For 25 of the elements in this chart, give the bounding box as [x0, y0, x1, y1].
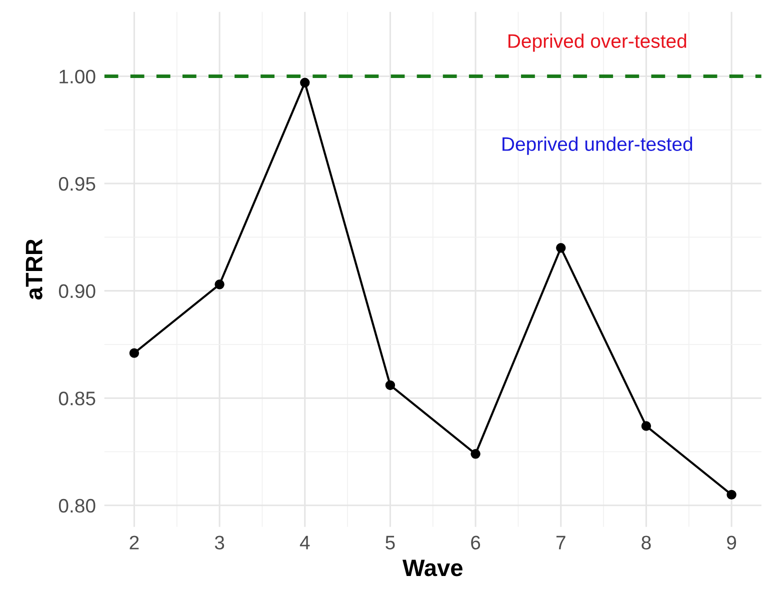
point: [129, 348, 140, 358]
point: [470, 449, 480, 459]
y-axis-title: aTRR: [26, 239, 42, 300]
point: [300, 78, 310, 88]
y-tick-label: 1.00: [60, 70, 96, 84]
x-tick-label: 6: [471, 536, 480, 550]
x-axis-title: Wave: [402, 560, 462, 576]
x-tick-label: 9: [727, 536, 736, 550]
point: [556, 243, 566, 253]
y-tick-label: 0.90: [58, 284, 96, 298]
annotation: Deprived under-tested: [502, 136, 692, 155]
y-tick-label: 0.80: [58, 498, 96, 513]
x-tick-label: 3: [214, 536, 224, 550]
x-tick-label: 2: [130, 536, 139, 550]
y-tick-label: 0.85: [58, 392, 96, 406]
x-tick-label: 4: [300, 536, 310, 550]
x-tick-label: 8: [642, 536, 651, 550]
point: [214, 280, 224, 290]
annotation: Deprived over-tested: [508, 34, 686, 52]
y-tick-label: 0.95: [58, 176, 96, 191]
x-tick-label: 7: [556, 536, 566, 550]
point: [385, 380, 396, 390]
point: [726, 490, 736, 500]
point: [641, 421, 652, 431]
x-tick-label: 5: [386, 536, 395, 550]
